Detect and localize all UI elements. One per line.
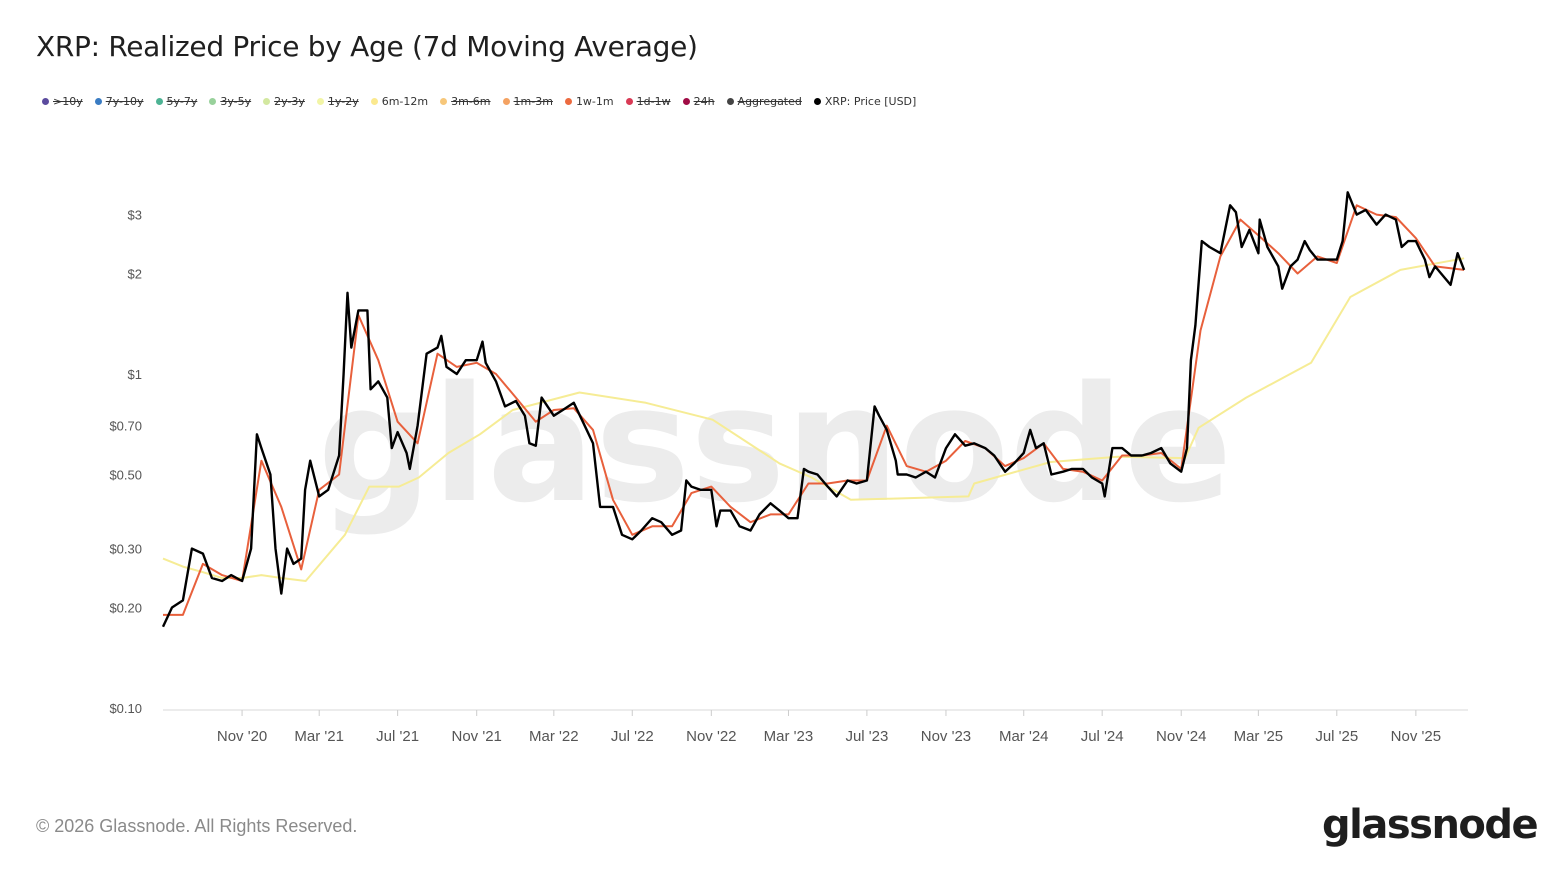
legend-label: XRP: Price [USD] bbox=[824, 95, 917, 108]
legend-dot-icon bbox=[564, 98, 572, 105]
legend-dot-icon bbox=[94, 98, 102, 105]
x-tick-label: Mar '21 bbox=[294, 728, 344, 745]
legend-label: 24h bbox=[693, 95, 715, 108]
legend-label: 6m-12m bbox=[381, 95, 429, 108]
x-tick-label: Nov '25 bbox=[1391, 728, 1441, 745]
legend-dot-icon bbox=[370, 98, 378, 105]
legend-dot-icon bbox=[263, 98, 271, 105]
legend-dot-icon bbox=[813, 98, 821, 105]
legend-label: 1m-3m bbox=[513, 95, 553, 108]
legend-item[interactable]: 3y-5y bbox=[209, 95, 251, 108]
x-tick-label: Nov '21 bbox=[452, 728, 502, 745]
legend-dot-icon bbox=[726, 98, 734, 105]
x-tick-label: Jul '23 bbox=[845, 728, 888, 745]
legend-item[interactable]: XRP: Price [USD] bbox=[813, 95, 917, 108]
series-group bbox=[161, 191, 1466, 628]
legend-dot-icon bbox=[502, 98, 510, 105]
watermark: glassnode bbox=[318, 351, 1233, 538]
legend-label: 3m-6m bbox=[451, 95, 491, 108]
x-tick-label: Jul '22 bbox=[611, 728, 654, 745]
series-line-xrp-price-usd- bbox=[161, 191, 1466, 628]
y-tick-label: $3 bbox=[128, 208, 142, 223]
legend-dot-icon bbox=[42, 98, 49, 105]
legend-item[interactable]: 7y-10y bbox=[94, 95, 144, 108]
x-tick-label: Nov '24 bbox=[1156, 728, 1206, 745]
legend-label: 5y-7y bbox=[166, 95, 198, 108]
x-tick-label: Mar '25 bbox=[1234, 728, 1284, 745]
legend-label: 2y-3y bbox=[274, 95, 305, 108]
x-tick-label: Mar '23 bbox=[764, 728, 814, 745]
x-tick-label: Jul '25 bbox=[1315, 728, 1358, 745]
legend-item[interactable]: 24h bbox=[682, 95, 715, 108]
series-line-6m-12m bbox=[162, 257, 1465, 582]
legend-item[interactable]: 1y-2y bbox=[316, 95, 359, 108]
y-tick-label: $0.20 bbox=[109, 600, 142, 615]
x-tick-label: Nov '23 bbox=[921, 728, 971, 745]
x-tick-label: Mar '24 bbox=[999, 728, 1049, 745]
legend-item[interactable]: 3m-6m bbox=[440, 95, 491, 108]
x-tick-label: Mar '22 bbox=[529, 728, 579, 745]
x-tick-label: Nov '22 bbox=[686, 728, 736, 745]
legend-dot-icon bbox=[209, 98, 217, 105]
series-line-1w-1m bbox=[163, 204, 1465, 616]
legend-label: 7y-10y bbox=[105, 95, 144, 108]
legend-item[interactable]: 1w-1m bbox=[564, 95, 614, 108]
legend-dot-icon bbox=[155, 98, 163, 105]
y-tick-label: $1 bbox=[128, 367, 142, 382]
legend-item[interactable]: 1d-1w bbox=[625, 95, 671, 108]
x-tick-label: Nov '20 bbox=[217, 728, 267, 745]
legend-item[interactable]: 1m-3m bbox=[502, 95, 553, 108]
y-axis: $3 $2 $1 $0.70 $0.50 $0.30 $0.20 $0.10 bbox=[109, 208, 142, 716]
x-axis: Nov '20 Mar '21 Jul '21 Nov '21 Mar '22 Jul '… bbox=[163, 709, 1468, 745]
legend-item[interactable]: 5y-7y bbox=[155, 95, 198, 108]
x-tick-label: Jul '21 bbox=[376, 728, 419, 745]
legend-item[interactable]: Aggregated bbox=[726, 95, 802, 108]
legend-item[interactable]: 2y-3y bbox=[263, 95, 305, 108]
legend-dot-icon bbox=[316, 98, 324, 105]
glassnode-logo[interactable]: glassnode bbox=[1322, 802, 1539, 848]
legend-label: 1d-1w bbox=[636, 95, 671, 108]
legend-label: 1y-2y bbox=[327, 95, 359, 108]
legend-label: >10y bbox=[53, 95, 83, 108]
y-tick-label: $0.30 bbox=[109, 542, 142, 557]
legend-dot-icon bbox=[625, 98, 633, 105]
y-tick-label: $0.10 bbox=[109, 701, 142, 716]
legend-label: Aggregated bbox=[737, 95, 802, 108]
legend-item[interactable]: 6m-12m bbox=[370, 95, 429, 108]
y-tick-label: $2 bbox=[128, 266, 142, 281]
y-tick-label: $0.50 bbox=[109, 468, 142, 483]
legend-item[interactable]: >10y bbox=[42, 95, 83, 108]
copyright: © 2026 Glassnode. All Rights Reserved. bbox=[36, 816, 358, 836]
legend-label: 1w-1m bbox=[575, 95, 614, 108]
chart-title: XRP: Realized Price by Age (7d Moving Av… bbox=[36, 30, 698, 63]
legend: >10y 7y-10y 5y-7y 3y-5y 2y-3y 1y-2y 6m-12m 3m-6… bbox=[42, 95, 916, 108]
legend-dot-icon bbox=[440, 98, 448, 105]
legend-dot-icon bbox=[682, 98, 690, 105]
legend-label: 3y-5y bbox=[220, 95, 252, 108]
y-tick-label: $0.70 bbox=[109, 419, 142, 434]
x-tick-label: Jul '24 bbox=[1081, 728, 1124, 745]
